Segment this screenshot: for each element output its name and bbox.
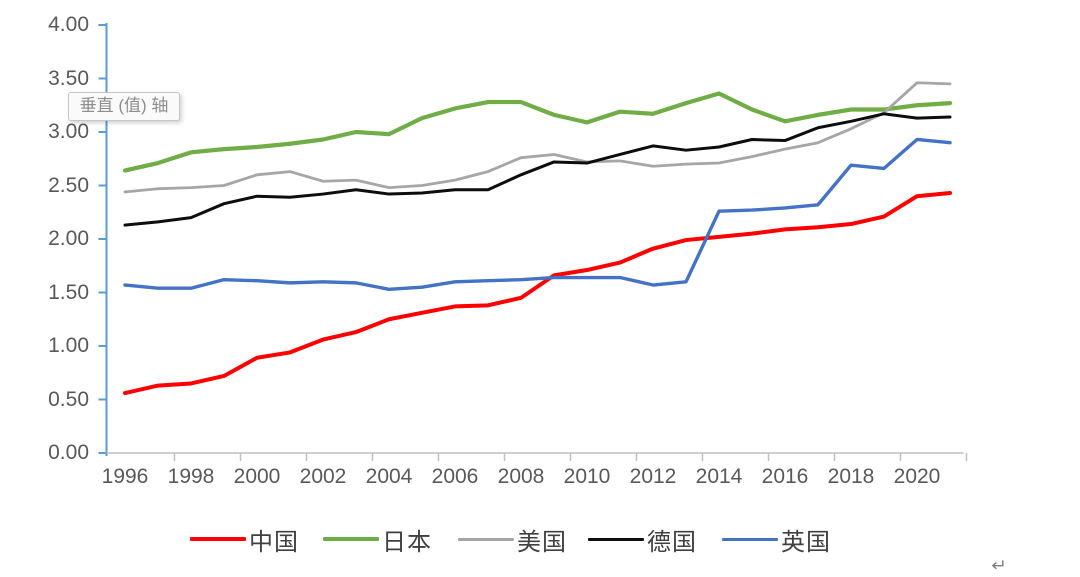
value-axis-label: 0.50 [48,387,89,411]
category-axis-label: 2000 [233,465,281,488]
category-axis-label: 2020 [893,465,941,488]
value-axis-label: 2.50 [48,173,89,197]
legend-line-swatch-usa [458,537,514,541]
value-axis-label: 3.50 [48,66,89,90]
series-line-uk[interactable] [123,137,952,291]
paragraph-return-mark: ↵ [991,556,1007,575]
series-lines [122,81,953,396]
category-axis-label: 1998 [167,465,215,488]
category-axis-label: 1996 [101,465,149,488]
category-axis-label: 2014 [695,465,743,488]
legend-label-japan: 日本 [382,528,432,556]
series-line-china[interactable] [123,190,952,396]
legend-item-usa[interactable]: 美国 [458,524,567,556]
legend-label-uk: 英国 [781,528,831,556]
legend-line-swatch-japan [323,537,379,541]
category-axis-label: 2002 [299,465,347,488]
category-axis-label: 2010 [563,465,611,488]
value-axis-label: 3.00 [48,120,89,143]
value-axis[interactable] [98,23,108,456]
legend-line-swatch-germany [588,537,644,541]
category-axis[interactable] [106,452,968,461]
legend-label-china: 中国 [249,528,299,556]
value-axis-label: 1.00 [48,334,89,357]
legend-label-germany: 德国 [647,528,697,556]
category-axis-label: 2004 [365,465,413,488]
value-axis-label: 2.00 [48,227,89,250]
value-axis-label: 0.00 [48,441,89,464]
series-line-germany[interactable] [123,112,952,227]
legend-label-usa: 美国 [517,528,567,556]
legend-line-swatch-uk [722,537,778,541]
category-axis-label: 2008 [497,465,545,488]
category-axis-label: 2016 [761,465,809,488]
series-line-usa[interactable] [123,81,952,194]
category-axis-label: 2006 [431,465,479,488]
legend-item-uk[interactable]: 英国 [722,524,831,556]
legend-line-swatch-china [190,537,246,541]
category-axis-label: 2018 [827,465,875,488]
value-axis-label: 1.50 [48,280,89,304]
legend-item-china[interactable]: 中国 [190,524,299,556]
value-axis-tooltip: 垂直 (值) 轴 [68,92,180,121]
legend-item-germany[interactable]: 德国 [588,524,697,556]
series-line-japan[interactable] [122,91,953,173]
legend-item-japan[interactable]: 日本 [323,524,432,556]
value-axis-label: 4.00 [48,13,89,36]
category-axis-label: 2012 [629,465,677,488]
